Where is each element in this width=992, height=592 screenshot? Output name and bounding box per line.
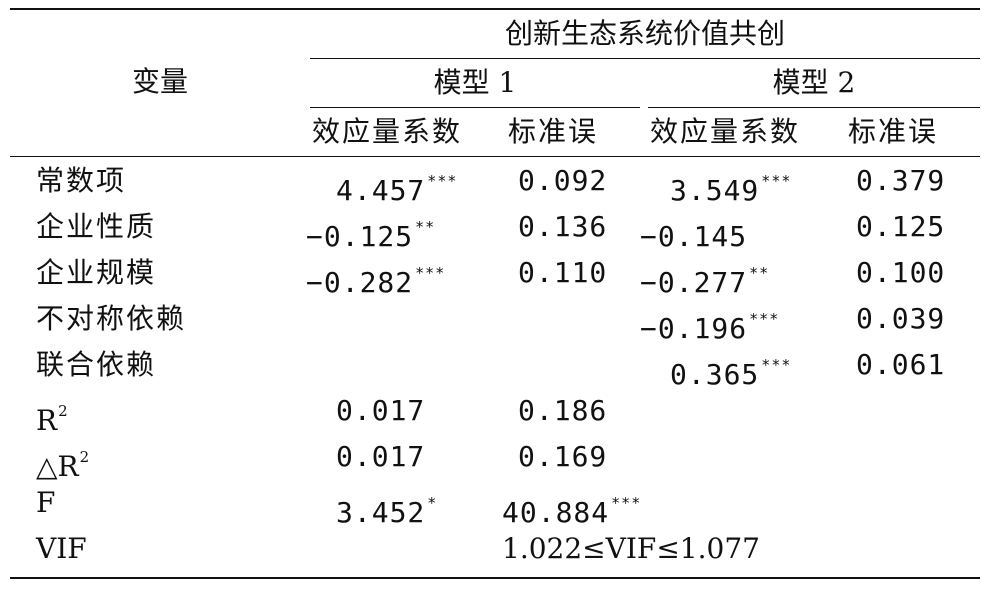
- m1-se: 0.136: [518, 210, 608, 243]
- row-label-r2: R2: [36, 402, 68, 437]
- header-coef-2: 效应量系数: [650, 115, 801, 148]
- m2-coef: −0.145: [640, 220, 748, 253]
- m1-coef: 4.457 ***: [336, 172, 458, 207]
- m2-se: 0.125: [856, 210, 946, 243]
- bottom-rule: [10, 577, 980, 579]
- m2-coef: 0.365 ***: [670, 356, 792, 391]
- m2-se: 0.061: [856, 348, 946, 381]
- m2-se: 0.379: [856, 164, 946, 197]
- m1-coef: −0.282 ***: [306, 264, 446, 299]
- header-rule: [10, 156, 980, 157]
- model2-rule: [648, 107, 980, 108]
- row-label-delta-r2: △R2: [36, 448, 90, 483]
- m1-se: 0.110: [518, 256, 608, 289]
- m2-se: 0.100: [856, 256, 946, 289]
- header-se-2: 标准误: [848, 115, 939, 148]
- row-label: 企业性质: [36, 210, 157, 243]
- header-model2: 模型 2: [772, 66, 856, 99]
- header-model1: 模型 1: [433, 66, 517, 99]
- vif-value: 1.022≤VIF≤1.077: [502, 532, 760, 565]
- m1-coef-f: 3.452 *: [336, 494, 438, 529]
- m2-coef: 3.549 ***: [670, 172, 792, 207]
- m1-se-r2: 0.186: [518, 394, 608, 427]
- row-label-vif: VIF: [36, 532, 87, 565]
- m1-se-delta-r2: 0.169: [518, 440, 608, 473]
- m2-coef: −0.196 ***: [640, 310, 780, 345]
- header-coef-1: 效应量系数: [312, 115, 463, 148]
- row-label: 常数项: [36, 164, 127, 197]
- header-se-1: 标准误: [508, 115, 599, 148]
- row-label-f: F: [36, 486, 56, 519]
- m1-coef-delta-r2: 0.017: [336, 440, 426, 473]
- header-variable: 变量: [131, 65, 188, 98]
- m1-coef: −0.125 **: [306, 218, 436, 253]
- row-label: 不对称依赖: [36, 302, 187, 335]
- top-rule: [10, 8, 980, 10]
- m2-coef: −0.277 **: [640, 264, 770, 299]
- header-group: 创新生态系统价值共创: [504, 17, 785, 50]
- row-label: 联合依赖: [36, 348, 157, 381]
- m2-se: 0.039: [856, 302, 946, 335]
- row-label: 企业规模: [36, 256, 157, 289]
- model1-rule: [310, 107, 640, 108]
- m1-se-f: 40.884 ***: [502, 494, 642, 529]
- m1-coef-r2: 0.017: [336, 394, 426, 427]
- group-rule: [310, 58, 980, 59]
- m1-se: 0.092: [518, 164, 608, 197]
